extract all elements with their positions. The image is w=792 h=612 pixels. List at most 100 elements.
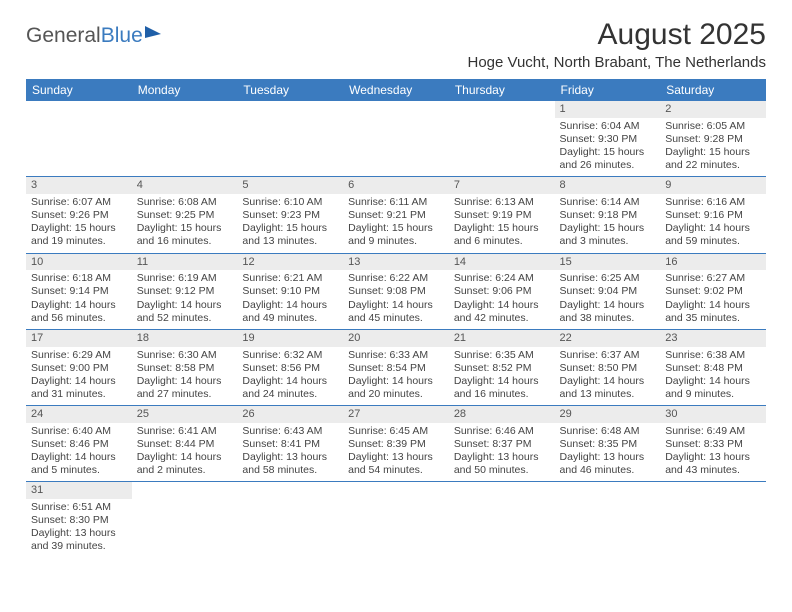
sunset-text: Sunset: 9:30 PM (560, 133, 656, 146)
day-content: Sunrise: 6:18 AMSunset: 9:14 PMDaylight:… (26, 270, 132, 329)
day-number: 22 (555, 330, 661, 347)
calendar-cell: 24Sunrise: 6:40 AMSunset: 8:46 PMDayligh… (26, 406, 132, 482)
sunrise-text: Sunrise: 6:32 AM (242, 349, 338, 362)
day-content: Sunrise: 6:27 AMSunset: 9:02 PMDaylight:… (660, 270, 766, 329)
sunset-text: Sunset: 9:06 PM (454, 285, 550, 298)
daylight-text: Daylight: 14 hours and 38 minutes. (560, 299, 656, 325)
sunset-text: Sunset: 8:33 PM (665, 438, 761, 451)
day-content: Sunrise: 6:16 AMSunset: 9:16 PMDaylight:… (660, 194, 766, 253)
day-content: Sunrise: 6:49 AMSunset: 8:33 PMDaylight:… (660, 423, 766, 482)
sunrise-text: Sunrise: 6:29 AM (31, 349, 127, 362)
calendar-cell: 30Sunrise: 6:49 AMSunset: 8:33 PMDayligh… (660, 406, 766, 482)
logo-text-general: General (26, 24, 101, 48)
day-content: Sunrise: 6:22 AMSunset: 9:08 PMDaylight:… (343, 270, 449, 329)
sunrise-text: Sunrise: 6:13 AM (454, 196, 550, 209)
day-content: Sunrise: 6:40 AMSunset: 8:46 PMDaylight:… (26, 423, 132, 482)
sunrise-text: Sunrise: 6:46 AM (454, 425, 550, 438)
day-number: 9 (660, 177, 766, 194)
day-number: 28 (449, 406, 555, 423)
calendar-cell (237, 482, 343, 558)
day-number: 13 (343, 254, 449, 271)
sunrise-text: Sunrise: 6:14 AM (560, 196, 656, 209)
day-content: Sunrise: 6:21 AMSunset: 9:10 PMDaylight:… (237, 270, 343, 329)
sunset-text: Sunset: 8:48 PM (665, 362, 761, 375)
calendar-cell: 22Sunrise: 6:37 AMSunset: 8:50 PMDayligh… (555, 329, 661, 405)
sunset-text: Sunset: 8:35 PM (560, 438, 656, 451)
daylight-text: Daylight: 14 hours and 20 minutes. (348, 375, 444, 401)
daylight-text: Daylight: 14 hours and 45 minutes. (348, 299, 444, 325)
calendar-cell: 26Sunrise: 6:43 AMSunset: 8:41 PMDayligh… (237, 406, 343, 482)
daylight-text: Daylight: 14 hours and 42 minutes. (454, 299, 550, 325)
calendar-cell: 25Sunrise: 6:41 AMSunset: 8:44 PMDayligh… (132, 406, 238, 482)
calendar-cell (237, 101, 343, 177)
weekday-header: Thursday (449, 79, 555, 101)
sunrise-text: Sunrise: 6:51 AM (31, 501, 127, 514)
calendar-cell (132, 101, 238, 177)
calendar-week-row: 1Sunrise: 6:04 AMSunset: 9:30 PMDaylight… (26, 101, 766, 177)
sunrise-text: Sunrise: 6:07 AM (31, 196, 127, 209)
day-number: 30 (660, 406, 766, 423)
day-content: Sunrise: 6:19 AMSunset: 9:12 PMDaylight:… (132, 270, 238, 329)
daylight-text: Daylight: 14 hours and 59 minutes. (665, 222, 761, 248)
day-number: 19 (237, 330, 343, 347)
calendar-cell: 8Sunrise: 6:14 AMSunset: 9:18 PMDaylight… (555, 177, 661, 253)
calendar-cell: 6Sunrise: 6:11 AMSunset: 9:21 PMDaylight… (343, 177, 449, 253)
day-content: Sunrise: 6:05 AMSunset: 9:28 PMDaylight:… (660, 118, 766, 177)
sunset-text: Sunset: 9:19 PM (454, 209, 550, 222)
calendar-cell: 1Sunrise: 6:04 AMSunset: 9:30 PMDaylight… (555, 101, 661, 177)
daylight-text: Daylight: 13 hours and 50 minutes. (454, 451, 550, 477)
calendar-week-row: 17Sunrise: 6:29 AMSunset: 9:00 PMDayligh… (26, 329, 766, 405)
sunrise-text: Sunrise: 6:19 AM (137, 272, 233, 285)
weekday-header: Saturday (660, 79, 766, 101)
sunrise-text: Sunrise: 6:48 AM (560, 425, 656, 438)
day-content: Sunrise: 6:29 AMSunset: 9:00 PMDaylight:… (26, 347, 132, 406)
sunset-text: Sunset: 8:39 PM (348, 438, 444, 451)
daylight-text: Daylight: 15 hours and 22 minutes. (665, 146, 761, 172)
day-content: Sunrise: 6:24 AMSunset: 9:06 PMDaylight:… (449, 270, 555, 329)
sunrise-text: Sunrise: 6:45 AM (348, 425, 444, 438)
sunset-text: Sunset: 9:14 PM (31, 285, 127, 298)
daylight-text: Daylight: 15 hours and 9 minutes. (348, 222, 444, 248)
calendar-cell: 4Sunrise: 6:08 AMSunset: 9:25 PMDaylight… (132, 177, 238, 253)
day-content: Sunrise: 6:32 AMSunset: 8:56 PMDaylight:… (237, 347, 343, 406)
sunset-text: Sunset: 9:18 PM (560, 209, 656, 222)
sunrise-text: Sunrise: 6:40 AM (31, 425, 127, 438)
day-number: 21 (449, 330, 555, 347)
sunset-text: Sunset: 9:25 PM (137, 209, 233, 222)
location: Hoge Vucht, North Brabant, The Netherlan… (467, 54, 766, 71)
day-number: 11 (132, 254, 238, 271)
day-number: 25 (132, 406, 238, 423)
calendar-body: 1Sunrise: 6:04 AMSunset: 9:30 PMDaylight… (26, 101, 766, 558)
daylight-text: Daylight: 15 hours and 26 minutes. (560, 146, 656, 172)
sunset-text: Sunset: 9:23 PM (242, 209, 338, 222)
day-number: 1 (555, 101, 661, 118)
logo: GeneralBlue (26, 24, 165, 48)
calendar-cell: 13Sunrise: 6:22 AMSunset: 9:08 PMDayligh… (343, 253, 449, 329)
day-number: 7 (449, 177, 555, 194)
sunset-text: Sunset: 8:52 PM (454, 362, 550, 375)
day-content: Sunrise: 6:35 AMSunset: 8:52 PMDaylight:… (449, 347, 555, 406)
calendar-cell (132, 482, 238, 558)
day-number: 24 (26, 406, 132, 423)
daylight-text: Daylight: 15 hours and 13 minutes. (242, 222, 338, 248)
day-number: 16 (660, 254, 766, 271)
calendar-cell (449, 101, 555, 177)
day-number: 4 (132, 177, 238, 194)
sunset-text: Sunset: 8:50 PM (560, 362, 656, 375)
calendar-cell: 20Sunrise: 6:33 AMSunset: 8:54 PMDayligh… (343, 329, 449, 405)
daylight-text: Daylight: 14 hours and 35 minutes. (665, 299, 761, 325)
daylight-text: Daylight: 15 hours and 16 minutes. (137, 222, 233, 248)
sunset-text: Sunset: 9:00 PM (31, 362, 127, 375)
calendar-cell: 21Sunrise: 6:35 AMSunset: 8:52 PMDayligh… (449, 329, 555, 405)
sunrise-text: Sunrise: 6:10 AM (242, 196, 338, 209)
day-content: Sunrise: 6:13 AMSunset: 9:19 PMDaylight:… (449, 194, 555, 253)
sunset-text: Sunset: 9:10 PM (242, 285, 338, 298)
calendar-cell: 28Sunrise: 6:46 AMSunset: 8:37 PMDayligh… (449, 406, 555, 482)
calendar-cell (555, 482, 661, 558)
daylight-text: Daylight: 14 hours and 24 minutes. (242, 375, 338, 401)
calendar-cell: 12Sunrise: 6:21 AMSunset: 9:10 PMDayligh… (237, 253, 343, 329)
day-number: 15 (555, 254, 661, 271)
daylight-text: Daylight: 14 hours and 49 minutes. (242, 299, 338, 325)
day-content: Sunrise: 6:45 AMSunset: 8:39 PMDaylight:… (343, 423, 449, 482)
daylight-text: Daylight: 13 hours and 46 minutes. (560, 451, 656, 477)
